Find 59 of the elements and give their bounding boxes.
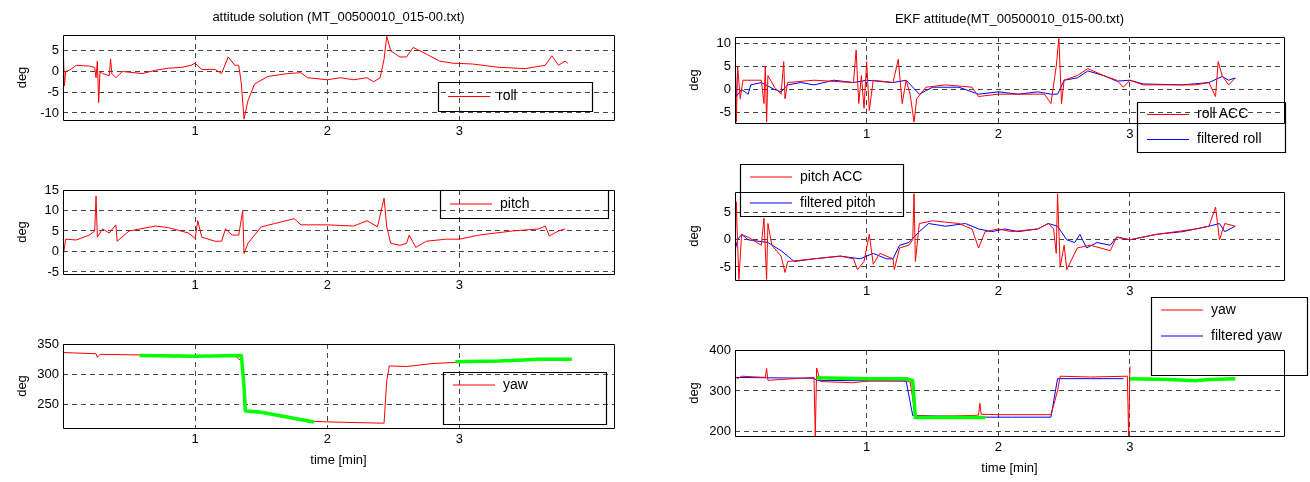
y-tick-label: -5 bbox=[47, 83, 59, 99]
y-tick-label: 0 bbox=[51, 243, 59, 259]
y-tick-label: 10 bbox=[44, 202, 59, 218]
x-tick-label: 1 bbox=[191, 277, 199, 293]
x-axis-title: time [min] bbox=[310, 451, 367, 467]
x-tick-label: 3 bbox=[455, 123, 464, 139]
legend-label: filtered yaw bbox=[1211, 326, 1283, 343]
y-axis-title: deg bbox=[14, 375, 30, 397]
legend-label: pitch ACC bbox=[800, 167, 863, 184]
legend-label: pitch bbox=[500, 194, 530, 211]
legend-label: yaw bbox=[503, 375, 529, 392]
legend-label: filtered pitch bbox=[800, 193, 876, 210]
y-axis-title: deg bbox=[686, 382, 702, 404]
legend-label: roll ACC bbox=[1197, 105, 1249, 122]
x-tick-label: 3 bbox=[1126, 439, 1134, 455]
y-tick-label: 200 bbox=[709, 423, 731, 439]
chart-title: attitude solution (MT_00500010_015-00.txt) bbox=[212, 8, 465, 24]
y-tick-label: 300 bbox=[37, 366, 59, 382]
y-tick-label: 300 bbox=[709, 382, 731, 398]
x-tick-label: 1 bbox=[863, 439, 871, 455]
x-axis-title: time [min] bbox=[981, 459, 1038, 475]
y-tick-label: 400 bbox=[709, 341, 731, 357]
y-tick-label: -5 bbox=[47, 263, 59, 279]
chart-title: EKF attitude(MT_00500010_015-00.txt) bbox=[894, 10, 1125, 26]
y-tick-label: 250 bbox=[37, 396, 59, 412]
y-tick-label: 10 bbox=[716, 34, 731, 50]
y-tick-label: -10 bbox=[40, 104, 59, 120]
x-tick-label: 3 bbox=[1126, 283, 1134, 299]
x-tick-label: 2 bbox=[994, 439, 1002, 455]
legend-label: filtered roll bbox=[1197, 130, 1262, 147]
y-tick-label: -5 bbox=[719, 104, 731, 120]
y-tick-label: 5 bbox=[51, 42, 59, 58]
x-tick-label: 2 bbox=[323, 123, 331, 139]
x-tick-label: 2 bbox=[323, 431, 331, 447]
x-tick-label: 2 bbox=[994, 126, 1002, 142]
y-axis-title: deg bbox=[686, 69, 702, 91]
legend-label: roll bbox=[498, 87, 517, 104]
x-tick-label: 1 bbox=[863, 126, 871, 142]
y-axis-title: deg bbox=[686, 225, 702, 247]
x-tick-label: 3 bbox=[1126, 126, 1134, 142]
y-tick-label: 0 bbox=[51, 63, 59, 79]
x-tick-label: 1 bbox=[863, 283, 871, 299]
x-tick-label: 2 bbox=[323, 277, 331, 293]
x-tick-label: 2 bbox=[994, 283, 1002, 299]
y-tick-label: 15 bbox=[44, 181, 59, 197]
y-axis-title: deg bbox=[14, 66, 30, 89]
y-tick-label: 350 bbox=[37, 335, 59, 351]
legend-label: yaw bbox=[1211, 300, 1237, 317]
y-tick-label: 5 bbox=[723, 204, 731, 220]
y-tick-label: 0 bbox=[723, 81, 731, 97]
x-tick-label: 3 bbox=[455, 431, 464, 447]
y-tick-label: -5 bbox=[719, 258, 731, 274]
x-tick-label: 3 bbox=[455, 277, 464, 293]
y-axis-title: deg bbox=[14, 221, 30, 243]
x-tick-label: 1 bbox=[191, 123, 199, 139]
x-tick-label: 1 bbox=[191, 431, 199, 447]
y-tick-label: 5 bbox=[723, 57, 731, 73]
y-tick-label: 5 bbox=[51, 222, 59, 238]
y-tick-label: 0 bbox=[723, 231, 731, 247]
